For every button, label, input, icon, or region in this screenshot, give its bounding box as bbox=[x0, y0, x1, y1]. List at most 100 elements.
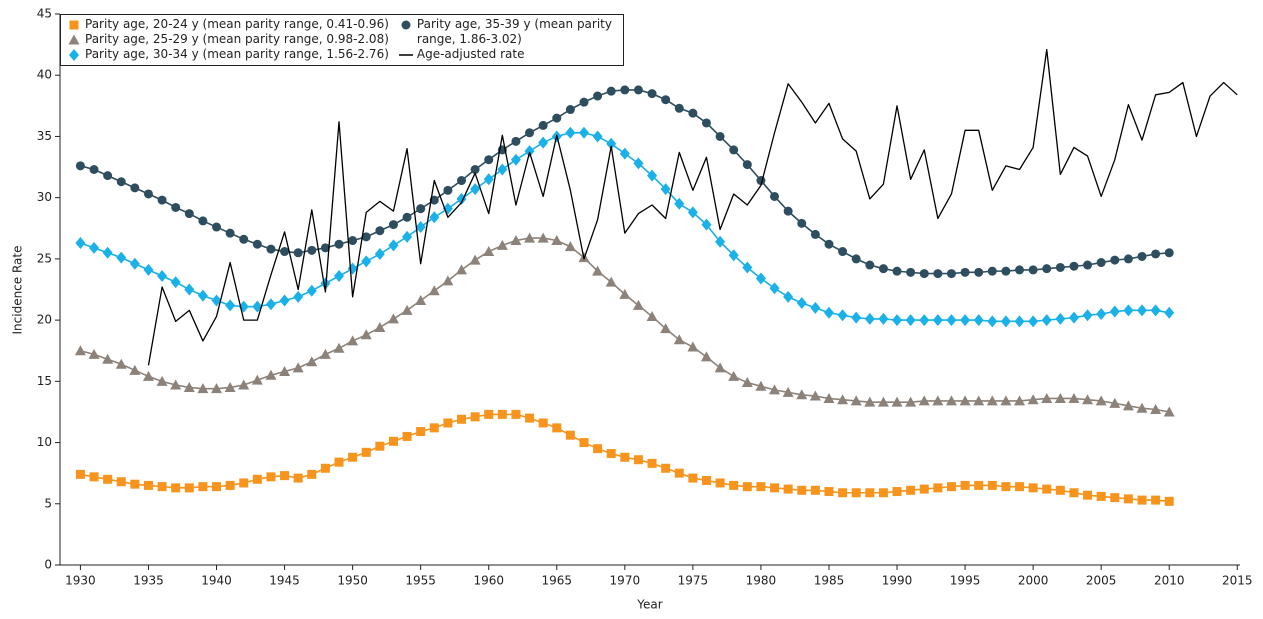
marker bbox=[443, 185, 453, 195]
marker bbox=[865, 260, 875, 270]
legend-label: Age-adjusted rate bbox=[416, 47, 525, 61]
marker bbox=[946, 269, 956, 279]
marker bbox=[198, 216, 208, 226]
marker bbox=[402, 212, 412, 222]
marker bbox=[946, 482, 956, 492]
marker bbox=[252, 239, 262, 249]
marker bbox=[919, 314, 930, 327]
marker bbox=[1137, 251, 1147, 261]
marker bbox=[1151, 495, 1161, 505]
legend-swatch bbox=[69, 20, 79, 30]
marker bbox=[579, 97, 589, 107]
marker bbox=[1083, 490, 1093, 500]
marker bbox=[116, 177, 126, 187]
y-tick-label: 5 bbox=[44, 496, 52, 510]
marker bbox=[960, 480, 970, 490]
marker bbox=[892, 266, 902, 276]
marker bbox=[946, 314, 957, 327]
x-tick-label: 1935 bbox=[133, 574, 164, 588]
marker bbox=[837, 309, 848, 322]
legend-entry: Parity age, 30-34 y (mean parity range, … bbox=[67, 47, 389, 62]
marker bbox=[1068, 392, 1080, 403]
marker bbox=[578, 126, 589, 139]
marker bbox=[1123, 254, 1133, 264]
marker bbox=[770, 191, 780, 201]
marker bbox=[701, 118, 711, 128]
marker bbox=[69, 49, 79, 61]
marker bbox=[184, 483, 194, 493]
x-tick-label: 1980 bbox=[746, 574, 777, 588]
marker bbox=[348, 236, 358, 246]
marker bbox=[238, 379, 250, 390]
marker bbox=[265, 298, 276, 311]
marker bbox=[606, 137, 617, 150]
x-tick-label: 2005 bbox=[1086, 574, 1117, 588]
marker bbox=[1055, 485, 1065, 495]
marker bbox=[674, 103, 684, 113]
marker bbox=[824, 487, 834, 497]
marker bbox=[75, 161, 85, 171]
marker bbox=[1028, 265, 1038, 275]
marker bbox=[892, 314, 903, 327]
marker bbox=[142, 370, 154, 381]
marker bbox=[538, 120, 548, 130]
marker bbox=[197, 289, 208, 302]
marker bbox=[878, 312, 889, 325]
x-tick-label: 1930 bbox=[65, 574, 96, 588]
marker bbox=[1015, 265, 1025, 275]
marker bbox=[428, 285, 440, 296]
marker bbox=[770, 483, 780, 493]
marker bbox=[783, 484, 793, 494]
marker bbox=[143, 189, 153, 199]
marker bbox=[1164, 306, 1175, 319]
marker bbox=[973, 314, 984, 327]
marker bbox=[225, 228, 235, 238]
marker bbox=[851, 254, 861, 264]
marker bbox=[593, 91, 603, 101]
marker bbox=[455, 264, 467, 275]
marker bbox=[687, 206, 698, 219]
marker bbox=[224, 381, 236, 392]
marker bbox=[987, 480, 997, 490]
x-tick-label: 1950 bbox=[337, 574, 368, 588]
marker bbox=[388, 220, 398, 230]
marker bbox=[1000, 395, 1012, 406]
y-tick-label: 10 bbox=[37, 435, 52, 449]
marker bbox=[130, 183, 140, 193]
x-tick-label: 1970 bbox=[610, 574, 641, 588]
marker bbox=[715, 478, 725, 488]
x-tick-label: 1965 bbox=[541, 574, 572, 588]
marker bbox=[933, 483, 943, 493]
marker bbox=[293, 473, 303, 483]
marker bbox=[552, 113, 562, 123]
marker bbox=[157, 270, 168, 283]
x-tick-label: 1995 bbox=[950, 574, 981, 588]
marker bbox=[469, 254, 481, 265]
marker bbox=[906, 267, 916, 277]
marker bbox=[1082, 394, 1094, 405]
marker bbox=[524, 232, 536, 243]
marker bbox=[1083, 260, 1093, 270]
marker bbox=[1096, 307, 1107, 320]
marker bbox=[198, 482, 208, 492]
marker bbox=[1137, 495, 1147, 505]
marker bbox=[592, 265, 604, 276]
marker bbox=[184, 209, 194, 219]
marker bbox=[307, 469, 317, 479]
y-tick-label: 15 bbox=[37, 374, 52, 388]
marker bbox=[348, 452, 358, 462]
marker bbox=[729, 145, 739, 155]
marker bbox=[700, 351, 712, 362]
y-tick-label: 40 bbox=[37, 68, 52, 82]
x-tick-label: 2010 bbox=[1154, 574, 1185, 588]
marker bbox=[197, 383, 209, 394]
marker bbox=[565, 126, 576, 139]
marker bbox=[374, 321, 386, 332]
marker bbox=[429, 423, 439, 433]
marker bbox=[945, 395, 957, 406]
marker bbox=[470, 165, 480, 175]
marker bbox=[524, 145, 535, 158]
marker bbox=[1110, 255, 1120, 265]
